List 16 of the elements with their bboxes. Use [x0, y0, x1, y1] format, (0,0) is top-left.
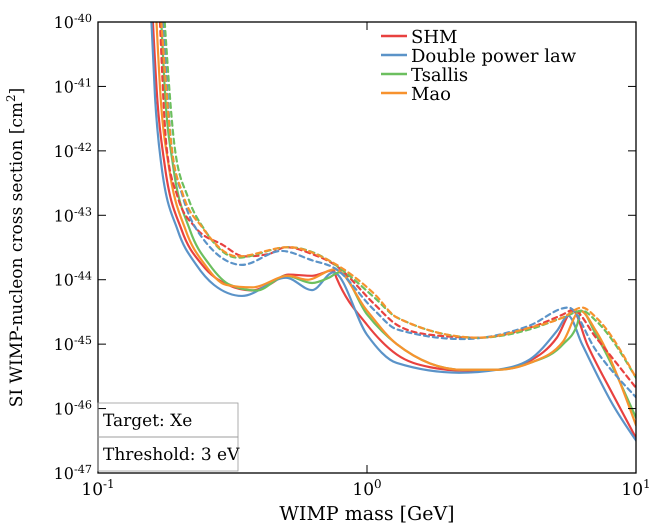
y-tick-label: 10$^{-43}$: [54, 204, 92, 226]
x-tick-label: 10$^{1}$: [621, 477, 651, 500]
legend-label: SHM: [411, 27, 458, 48]
annotation: Threshold: 3 eV: [103, 445, 240, 465]
legend-label: Tsallis: [411, 65, 468, 86]
y-tick-label: 10$^{-44}$: [54, 269, 92, 290]
y-tick-label: 10$^{-40}$: [54, 12, 92, 32]
y-tick-label: 10$^{-45}$: [54, 334, 92, 354]
y-tick-label: 10$^{-42}$: [54, 140, 92, 161]
annotation: Target: Xe: [103, 411, 192, 431]
y-tick-label: 10$^{-46}$: [54, 398, 92, 419]
x-tick-label: 10$^{0}$: [352, 477, 382, 500]
legend-label: Mao: [411, 84, 451, 105]
y-tick-label: 10$^{-41}$: [54, 76, 92, 96]
legend-label: Double power law: [411, 46, 577, 67]
x-axis-title: WIMP mass [GeV]: [279, 503, 455, 525]
